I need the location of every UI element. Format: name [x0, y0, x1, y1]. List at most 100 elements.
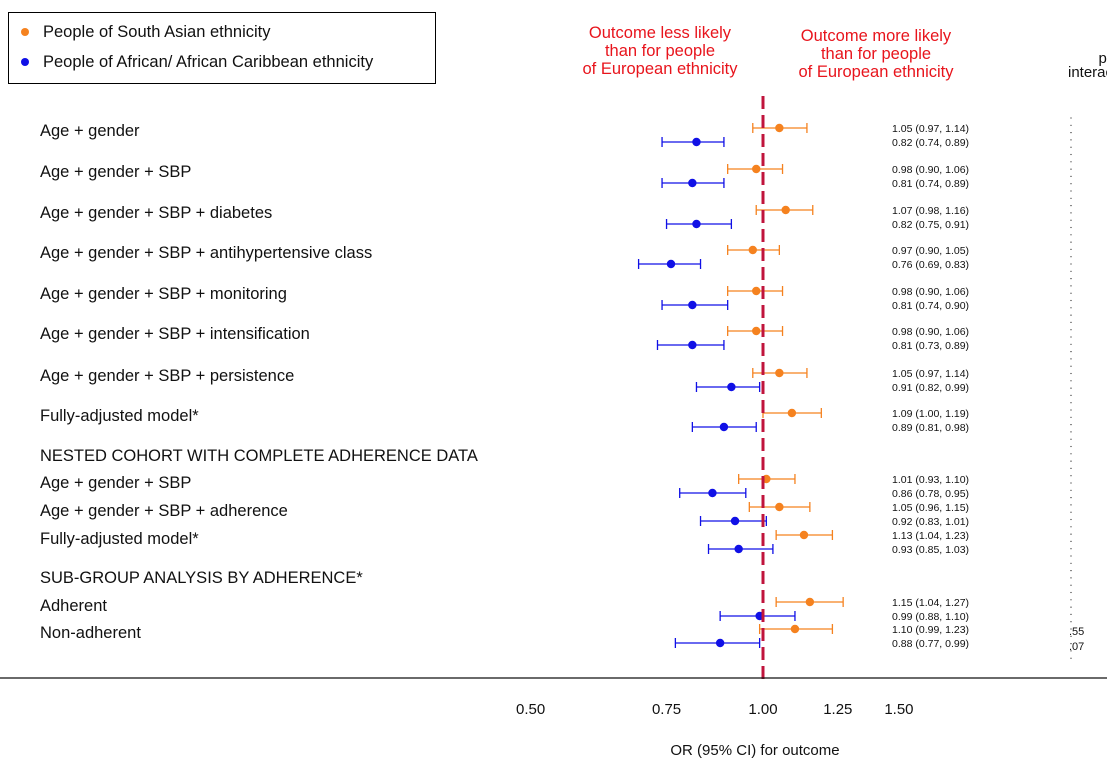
p-column-dot	[1070, 621, 1072, 623]
p-column-dot	[1070, 445, 1072, 448]
point-estimate-african	[688, 178, 697, 188]
header-more-line-3: of European ethnicity	[798, 63, 954, 81]
point-estimate-african	[666, 259, 676, 269]
or-text-african: 0.81 (0.73, 0.89)	[892, 340, 969, 352]
section-heading: SUB-GROUP ANALYSIS BY ADHERENCE*	[40, 569, 363, 587]
point-estimate-south-asian	[775, 123, 784, 133]
p-column-dot	[1070, 343, 1072, 345]
p-column-dot	[1070, 248, 1072, 250]
p-column-dot	[1070, 584, 1072, 586]
or-text-african: 0.81 (0.74, 0.90)	[892, 300, 969, 312]
point-estimate-african	[692, 219, 701, 229]
point-estimate-south-asian	[748, 245, 757, 255]
point-estimate-south-asian	[775, 368, 784, 378]
p-column-dot	[1070, 270, 1072, 272]
p-column-dot	[1070, 533, 1072, 535]
p-column-dot	[1070, 409, 1072, 411]
p-column-dot	[1070, 226, 1072, 229]
p-column-dot	[1070, 380, 1072, 382]
point-estimate-african	[715, 638, 725, 648]
p-column-dot	[1070, 329, 1072, 331]
x-tick-label: 1.00	[748, 701, 777, 718]
p-column-dot	[1070, 146, 1072, 148]
or-text-african: 0.99 (0.88, 1.10)	[892, 611, 969, 623]
p-column-dot	[1070, 285, 1072, 287]
p-column-dot	[1070, 424, 1072, 426]
p-column-dot	[1070, 219, 1072, 221]
p-column-dot	[1070, 460, 1072, 462]
p-column-dot	[1070, 628, 1072, 630]
p-column-dot	[1070, 263, 1072, 265]
point-estimate-south-asian	[781, 205, 790, 215]
or-text-south-asian: 1.05 (0.96, 1.15)	[892, 502, 969, 514]
or-text-african: 0.81 (0.74, 0.89)	[892, 178, 969, 190]
p-column-dot	[1070, 117, 1072, 119]
row-label: Age + gender + SBP + diabetes	[40, 204, 272, 222]
x-tick-label: 1.25	[823, 701, 852, 718]
p-column-dot	[1070, 161, 1072, 163]
p-column-dot	[1070, 365, 1072, 367]
p-column-dot	[1070, 613, 1072, 616]
point-estimate-african	[727, 382, 736, 392]
p-column-dot	[1070, 555, 1072, 557]
p-column-dot	[1070, 431, 1072, 433]
row-label: Fully-adjusted model*	[40, 407, 199, 425]
p-column-dot	[1070, 489, 1072, 491]
or-text-south-asian: 1.09 (1.00, 1.19)	[892, 408, 969, 420]
p-column-dot	[1070, 643, 1072, 645]
section-heading: NESTED COHORT WITH COMPLETE ADHERENCE DA…	[40, 447, 478, 465]
p-column-dot	[1070, 292, 1072, 294]
p-column-dot	[1070, 591, 1072, 594]
p-column-dot	[1070, 570, 1072, 572]
row-label: Age + gender + SBP + antihypertensive cl…	[40, 244, 372, 262]
p-column-dot	[1070, 504, 1072, 506]
p-column-dot	[1070, 139, 1072, 141]
header-more-line-2: than for people	[820, 45, 932, 63]
or-text-south-asian: 1.05 (0.97, 1.14)	[892, 123, 969, 135]
point-estimate-south-asian	[752, 286, 761, 296]
x-tick-label: 1.50	[884, 701, 913, 718]
or-text-south-asian: 1.10 (0.99, 1.23)	[892, 624, 969, 636]
p-value-south-asian: .55	[1069, 626, 1084, 638]
p-column-dot	[1070, 650, 1072, 652]
or-text-south-asian: 1.13 (1.04, 1.23)	[892, 530, 969, 542]
x-tick-label: 0.75	[652, 701, 681, 718]
or-text-african: 0.76 (0.69, 0.83)	[892, 259, 969, 271]
p-column-dot	[1070, 336, 1072, 338]
legend-marker-african	[21, 57, 29, 66]
p-column-dot	[1070, 387, 1072, 389]
p-column-dot	[1070, 197, 1072, 199]
or-text-south-asian: 1.07 (0.98, 1.16)	[892, 205, 969, 217]
or-text-african: 0.91 (0.82, 0.99)	[892, 382, 969, 394]
row-label: Age + gender + SBP + monitoring	[40, 285, 287, 303]
p-interaction-header-line-2: interaction	[1068, 64, 1107, 81]
x-axis-title: OR (95% CI) for outcome	[670, 742, 839, 759]
point-estimate-african	[692, 137, 701, 147]
row-label: Fully-adjusted model*	[40, 530, 199, 548]
p-column-dot	[1070, 599, 1072, 601]
point-estimate-african	[734, 544, 743, 554]
point-estimate-south-asian	[752, 326, 761, 336]
p-interaction-header-line-1: p	[1098, 50, 1107, 67]
p-column-dot	[1070, 358, 1072, 360]
p-column-dot	[1070, 394, 1072, 396]
or-text-african: 0.88 (0.77, 0.99)	[892, 638, 969, 650]
or-text-south-asian: 1.15 (1.04, 1.27)	[892, 597, 969, 609]
p-column-dot	[1070, 190, 1072, 192]
point-estimate-south-asian	[787, 408, 797, 418]
p-column-dot	[1070, 577, 1072, 579]
row-label: Adherent	[40, 597, 107, 615]
header-less-line-3: of European ethnicity	[582, 60, 738, 78]
p-value-african: .07	[1069, 641, 1084, 653]
p-column-dot	[1070, 175, 1072, 177]
header-more-line-1: Outcome more likely	[800, 27, 952, 45]
or-text-african: 0.82 (0.74, 0.89)	[892, 137, 969, 149]
legend-item-south-asian: People of South Asian ethnicity	[21, 23, 271, 42]
p-column-dot	[1070, 241, 1072, 243]
or-text-south-asian: 0.98 (0.90, 1.06)	[892, 326, 969, 338]
p-column-dot	[1070, 132, 1072, 134]
or-text-african: 0.93 (0.85, 1.03)	[892, 544, 969, 556]
p-column-dot	[1070, 153, 1072, 156]
p-column-dot	[1070, 548, 1072, 550]
